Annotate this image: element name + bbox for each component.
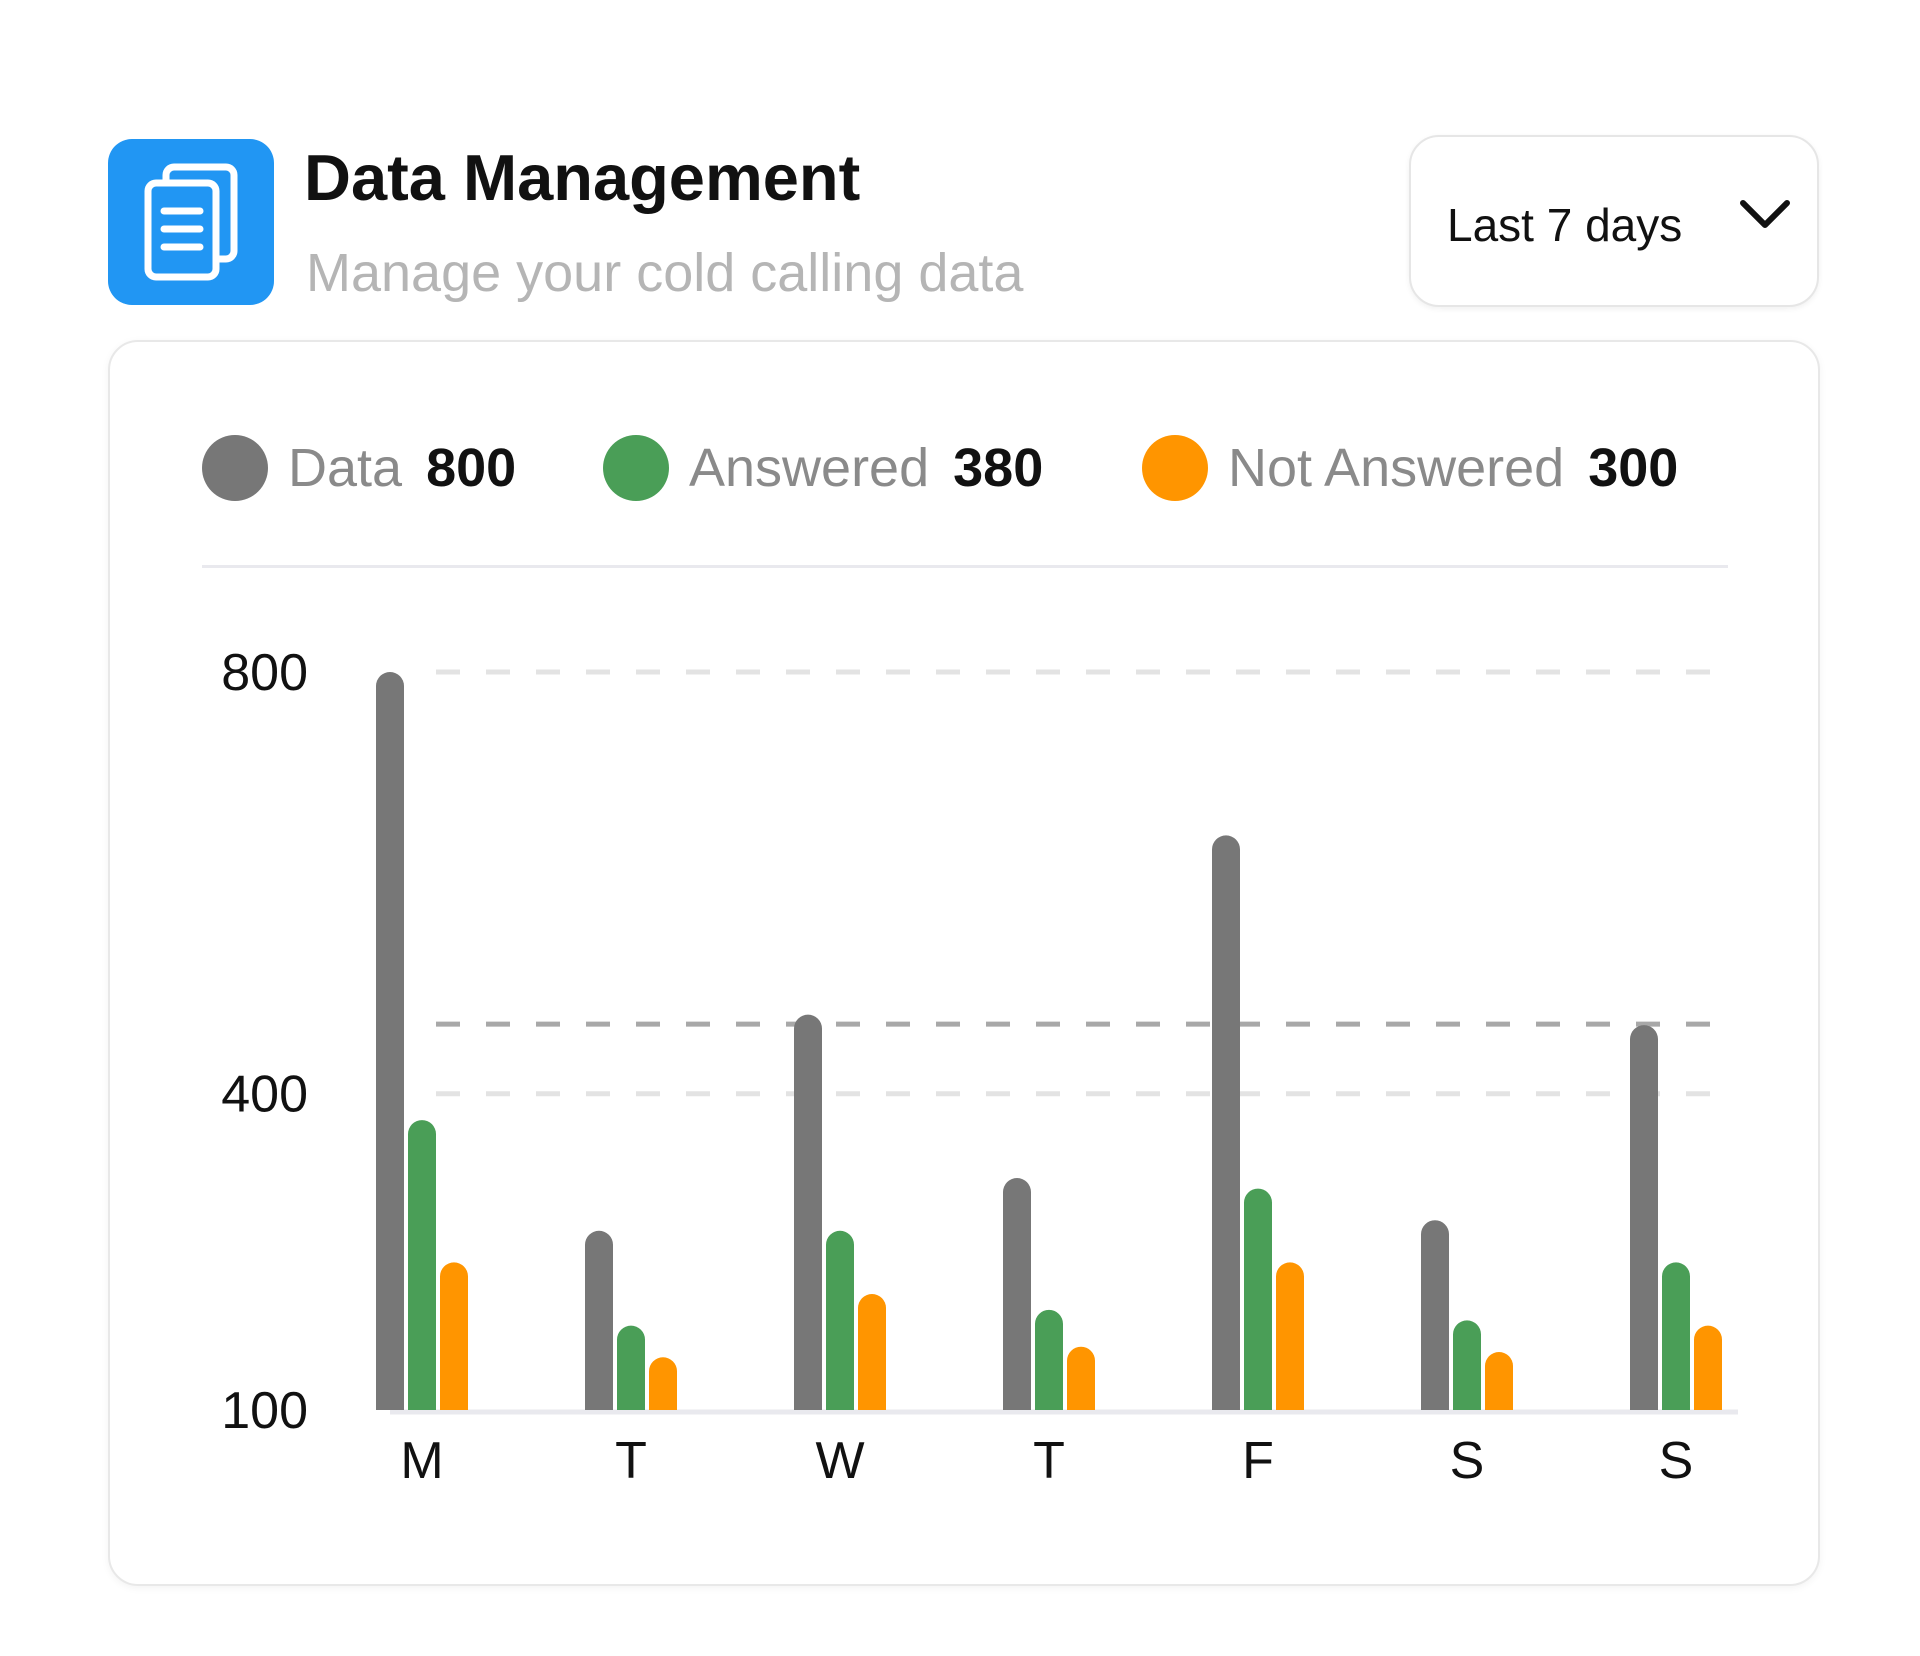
chart-card: Data 800 Answered 380 Not Answered 300 8… [108, 340, 1820, 1586]
x-tick-label: S [1659, 1432, 1694, 1490]
legend-divider [202, 565, 1728, 568]
legend-dot-answered [603, 435, 669, 501]
bar [585, 1230, 613, 1410]
bar [1453, 1320, 1481, 1410]
bar [1035, 1309, 1063, 1410]
bar [1421, 1220, 1449, 1410]
bar [1244, 1188, 1272, 1410]
legend-dot-data [202, 435, 268, 501]
bar [1662, 1262, 1690, 1410]
x-tick-label: F [1242, 1432, 1274, 1490]
y-tick-label: 400 [221, 1066, 308, 1124]
bar [858, 1294, 886, 1410]
x-tick-label: W [815, 1432, 864, 1490]
bar [376, 672, 404, 1410]
legend-item-data: Data 800 [202, 433, 516, 503]
legend-value: 380 [953, 438, 1044, 498]
chevron-down-icon [1740, 200, 1790, 228]
bar [1067, 1346, 1095, 1410]
date-range-dropdown[interactable]: Last 7 days [1409, 135, 1819, 307]
legend-label: Not Answered [1228, 438, 1565, 498]
bar [649, 1357, 677, 1410]
bar [1694, 1325, 1722, 1410]
x-tick-label: T [615, 1432, 647, 1490]
page-subtitle: Manage your cold calling data [306, 243, 1024, 303]
x-tick-label: T [1033, 1432, 1065, 1490]
x-tick-label: S [1450, 1432, 1485, 1490]
legend-value: 800 [426, 438, 517, 498]
bar [440, 1262, 468, 1410]
y-tick-label: 100 [221, 1382, 308, 1440]
bar [1003, 1178, 1031, 1410]
legend-item-not-answered: Not Answered 300 [1142, 433, 1678, 503]
legend-item-answered: Answered 380 [603, 433, 1043, 503]
bar [1212, 835, 1240, 1410]
date-range-label: Last 7 days [1447, 199, 1683, 251]
bar [1276, 1262, 1304, 1410]
documents-icon [108, 139, 274, 305]
x-tick-label: M [400, 1432, 443, 1490]
y-tick-label: 800 [221, 644, 308, 702]
page-title: Data Management [304, 141, 861, 214]
legend-value: 300 [1588, 438, 1679, 498]
bar [1630, 1025, 1658, 1410]
bar [408, 1120, 436, 1410]
legend-label: Answered [689, 438, 930, 498]
bar-chart: 800 400 100 M T W T F S S [221, 644, 1738, 1490]
bar [794, 1014, 822, 1410]
legend-dot-not-answered [1142, 435, 1208, 501]
bar [1485, 1352, 1513, 1410]
bar [826, 1230, 854, 1410]
legend-label: Data [288, 438, 403, 498]
bar [617, 1325, 645, 1410]
